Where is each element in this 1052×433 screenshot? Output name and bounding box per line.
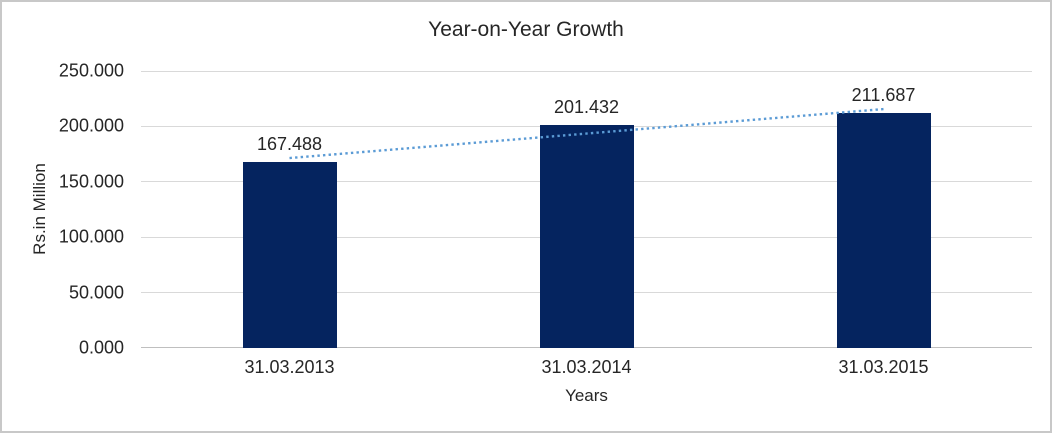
chart-title: Year-on-Year Growth [428, 18, 624, 41]
y-tick-label: 100.000 [58, 226, 124, 247]
bar-31.03.2013 [242, 162, 337, 348]
bar-value-label: 167.488 [256, 134, 323, 155]
y-tick-label: 0.000 [78, 337, 124, 358]
trendline [289, 107, 884, 160]
y-axis: 0.000 50.000 100.000 150.000 200.000 250.000 [2, 61, 124, 358]
x-axis-title: Years [565, 386, 608, 405]
x-tick-label: 31.03.2014 [541, 357, 632, 377]
bar-value-label: 201.432 [553, 96, 620, 117]
plot-area: 167.488 201.432 211.687 [141, 70, 1032, 348]
x-tick-label: 31.03.2015 [838, 357, 929, 377]
bar-value-label: 211.687 [851, 85, 916, 106]
x-tick-label: 31.03.2013 [244, 357, 335, 377]
y-tick-label: 150.000 [58, 171, 124, 192]
y-tick-label: 50.000 [68, 282, 124, 303]
y-tick-label: 200.000 [58, 115, 124, 136]
x-axis: 31.03.2013 31.03.2014 31.03.2015 [141, 357, 1032, 381]
bar-31.03.2015 [836, 113, 931, 348]
gridline [141, 70, 1032, 72]
y-tick-label: 250.000 [58, 60, 124, 81]
bar-31.03.2014 [539, 124, 634, 348]
